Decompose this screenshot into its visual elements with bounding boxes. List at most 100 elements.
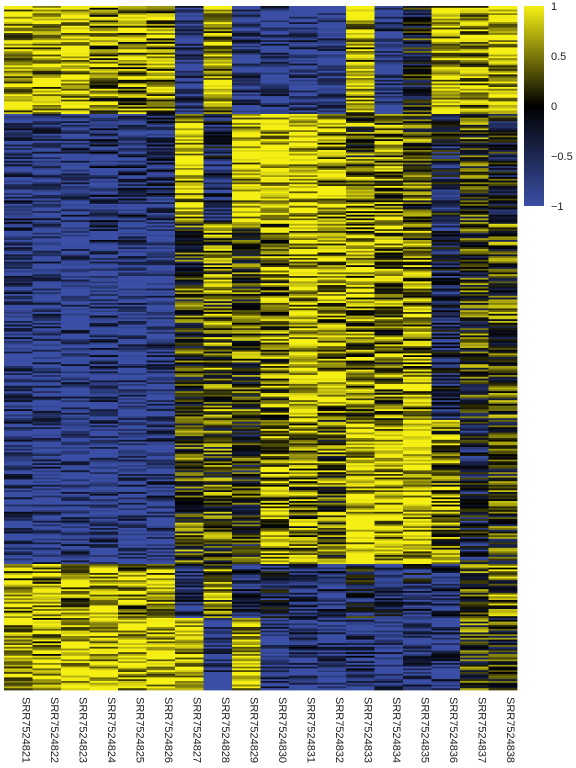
heatmap-cell: [4, 337, 33, 340]
heatmap-cell: [403, 115, 432, 118]
heatmap-cell: [346, 164, 375, 167]
heatmap-cell: [460, 452, 489, 455]
heatmap-cell: [346, 227, 375, 230]
heatmap-cell: [89, 159, 119, 162]
heatmap-cell: [431, 159, 461, 162]
heatmap-cell: [89, 148, 119, 151]
heatmap-cell: [317, 274, 347, 277]
heatmap-cell: [346, 308, 375, 311]
heatmap-cell: [431, 67, 461, 70]
heatmap-cell: [317, 250, 347, 253]
heatmap-cell: [232, 7, 261, 10]
heatmap-cell: [460, 83, 489, 86]
heatmap-cell: [146, 133, 176, 136]
heatmap-cell: [403, 225, 432, 228]
heatmap-cell: [374, 34, 404, 37]
heatmap-cell: [61, 321, 90, 324]
heatmap-cell: [32, 216, 62, 219]
heatmap-cell: [232, 124, 261, 127]
heatmap-cell: [260, 492, 290, 495]
heatmap-cell: [61, 348, 90, 351]
heatmap-cell: [89, 369, 119, 372]
heatmap-cell: [317, 321, 347, 324]
heatmap-cell: [289, 331, 318, 334]
heatmap-cell: [260, 65, 290, 68]
heatmap-cell: [4, 184, 33, 187]
heatmap-cell: [175, 135, 204, 138]
heatmap-cell: [460, 178, 489, 181]
heatmap-cell: [175, 121, 204, 124]
heatmap-cell: [32, 115, 62, 118]
heatmap-cell: [346, 254, 375, 257]
heatmap-cell: [4, 6, 33, 9]
heatmap-cell: [32, 495, 62, 498]
heatmap-cell: [260, 187, 290, 190]
heatmap-cell: [203, 486, 233, 489]
heatmap-cell: [403, 423, 432, 426]
heatmap-cell: [431, 353, 461, 356]
heatmap-cell: [260, 24, 290, 27]
heatmap-cell: [4, 222, 33, 225]
heatmap-cell: [317, 132, 347, 135]
heatmap-cell: [118, 254, 147, 257]
heatmap-cell: [89, 308, 119, 311]
heatmap-cell: [89, 204, 119, 207]
heatmap-cell: [346, 182, 375, 185]
heatmap-cell: [289, 81, 318, 84]
heatmap-cell: [32, 416, 62, 419]
heatmap-cell: [289, 96, 318, 99]
heatmap-cell: [146, 135, 176, 138]
heatmap-cell: [374, 488, 404, 491]
heatmap-cell: [431, 430, 461, 433]
heatmap-cell: [289, 247, 318, 250]
heatmap-cell: [460, 432, 489, 435]
heatmap-cell: [118, 310, 147, 313]
heatmap-cell: [4, 81, 33, 84]
heatmap-cell: [4, 171, 33, 174]
heatmap-cell: [232, 213, 261, 216]
heatmap-cell: [260, 15, 290, 18]
heatmap-cell: [203, 448, 233, 451]
heatmap-cell: [118, 468, 147, 471]
heatmap-cell: [260, 218, 290, 221]
heatmap-cell: [175, 81, 204, 84]
heatmap-cell: [89, 468, 119, 471]
heatmap-cell: [374, 114, 404, 117]
heatmap-cell: [175, 150, 204, 153]
heatmap-cell: [460, 364, 489, 367]
heatmap-cell: [118, 88, 147, 91]
heatmap-cell: [403, 33, 432, 36]
heatmap-cell: [431, 249, 461, 252]
heatmap-cell: [260, 54, 290, 57]
heatmap-cell: [289, 479, 318, 482]
heatmap-cell: [431, 312, 461, 315]
heatmap-cell: [460, 184, 489, 187]
heatmap-cell: [403, 450, 432, 453]
heatmap-cell: [203, 204, 233, 207]
heatmap-cell: [488, 45, 518, 48]
heatmap-cell: [346, 501, 375, 504]
heatmap-cell: [460, 438, 489, 441]
heatmap-cell: [61, 200, 90, 203]
heatmap-cell: [488, 394, 518, 397]
heatmap-cell: [260, 18, 290, 21]
heatmap-cell: [460, 330, 489, 333]
heatmap-cell: [374, 186, 404, 189]
heatmap-cell: [488, 106, 518, 109]
heatmap-cell: [346, 211, 375, 214]
heatmap-cell: [431, 130, 461, 133]
heatmap-cell: [460, 108, 489, 111]
heatmap-cell: [488, 456, 518, 459]
heatmap-cell: [488, 18, 518, 21]
heatmap-cell: [4, 114, 33, 117]
heatmap-cell: [61, 232, 90, 235]
heatmap-cell: [289, 501, 318, 504]
heatmap-cell: [260, 349, 290, 352]
heatmap-cells: [4, 6, 518, 691]
heatmap-cell: [289, 74, 318, 77]
heatmap-cell: [89, 238, 119, 241]
heatmap-cell: [32, 33, 62, 36]
heatmap-cell: [89, 322, 119, 325]
heatmap-cell: [317, 265, 347, 268]
heatmap-cell: [89, 384, 119, 387]
